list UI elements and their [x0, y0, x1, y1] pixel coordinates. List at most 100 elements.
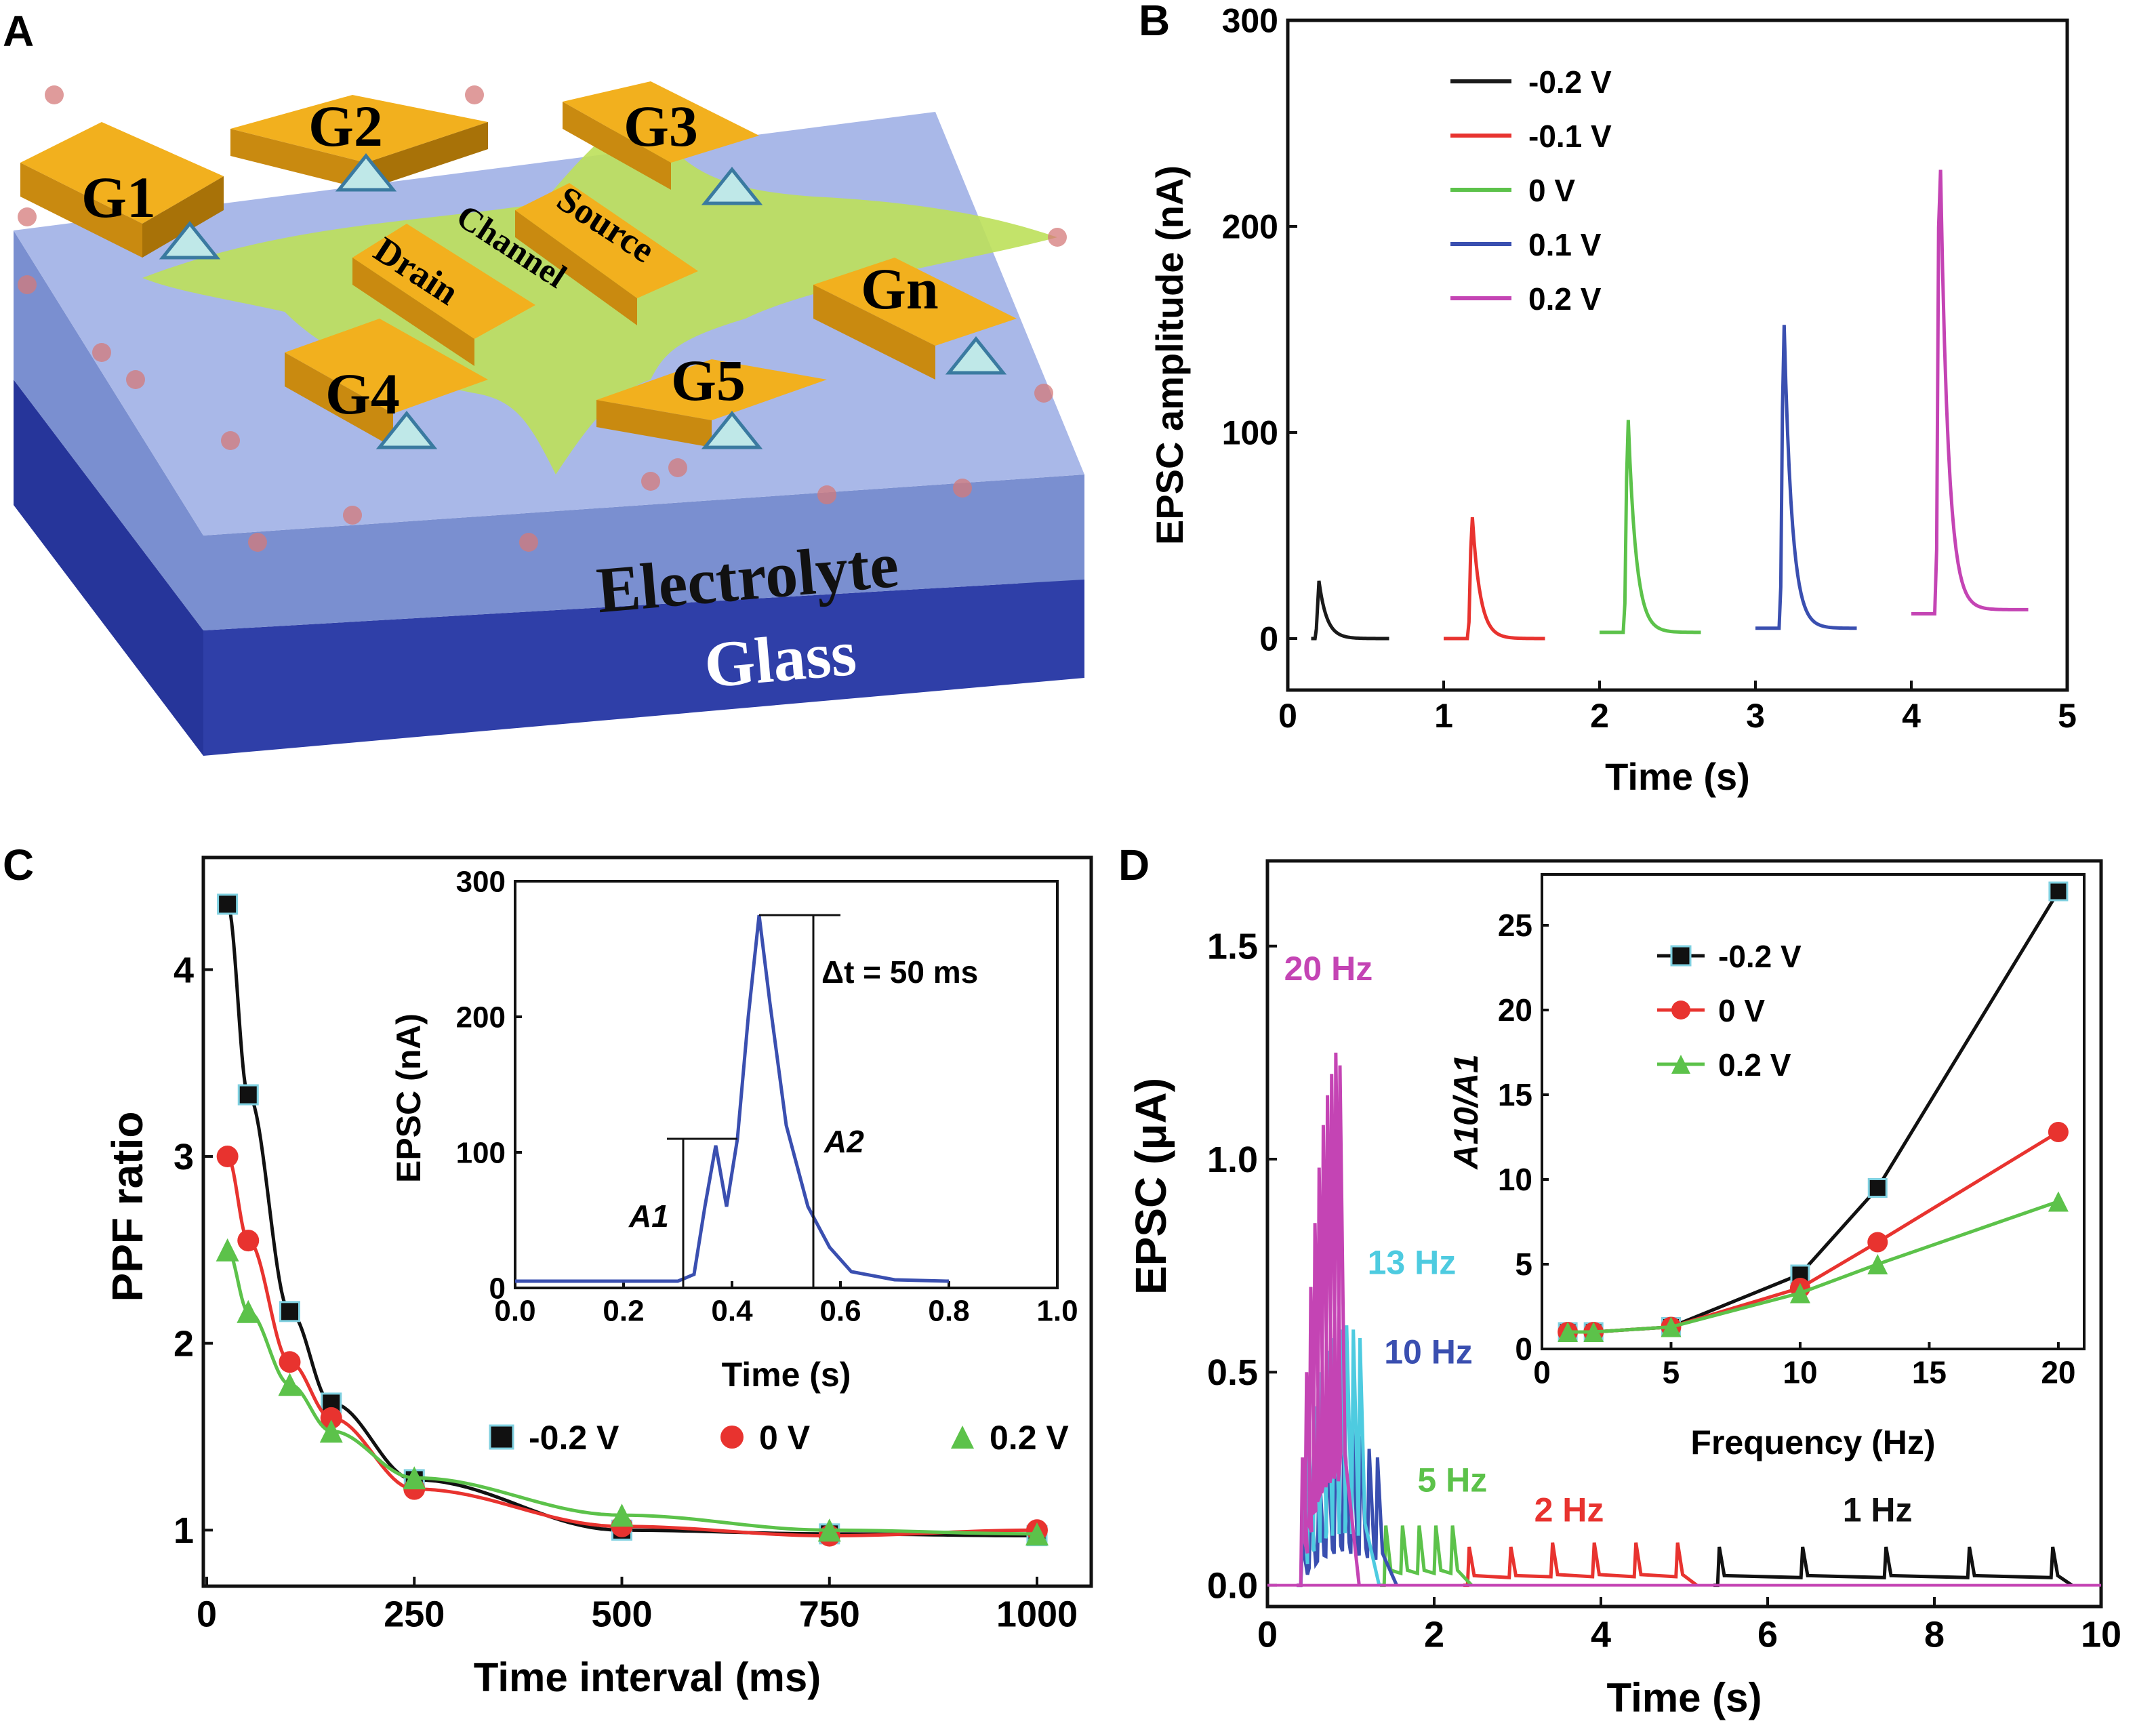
inset-epsc-trace: [515, 914, 950, 1283]
y-axis-b-tick-label: 300: [1222, 2, 1278, 40]
inset-point-circle: [2048, 1122, 2069, 1142]
y-axis-d-tick-label: 1.0: [1207, 1139, 1258, 1180]
neuron-icon: [701, 410, 763, 449]
inset-point-triangle: [1558, 1322, 1579, 1342]
gate-label-g5: G5: [671, 348, 746, 413]
ion-dot: [18, 207, 37, 226]
legend-c: -0.2 V 0 V 0.2 V: [489, 1419, 1069, 1457]
device-illustration: G1 G2 G3 Gn G4: [14, 81, 1084, 756]
legend-label-c: 0.2 V: [990, 1419, 1069, 1457]
y-axis-label-b: EPSC amplitude (nA): [1148, 165, 1191, 545]
ion-dot: [92, 343, 111, 362]
neuron-icons: [159, 153, 1007, 449]
neuron-icon: [375, 410, 438, 449]
ion-dot: [221, 431, 240, 450]
inset-y-axis-c-tick-label: 200: [456, 1001, 506, 1034]
series-line--0p2V: [1311, 580, 1389, 641]
x-axis-c-tick-label: 500: [591, 1594, 652, 1634]
x-axis-d-tick-label: 4: [1591, 1614, 1611, 1655]
ion-dot: [18, 275, 37, 294]
y-axis-d-tick-label: 0.0: [1207, 1565, 1258, 1606]
data-point-triangle: [278, 1373, 302, 1396]
y-axis-b-tick-label: 0: [1259, 620, 1278, 658]
frequency-label: 13 Hz: [1368, 1244, 1457, 1282]
data-marks-c: [216, 893, 1049, 1547]
ion-dot: [1048, 228, 1067, 247]
plot-frame-d: [1265, 859, 2103, 1609]
ion-dot: [953, 479, 972, 498]
frequency-label: 2 Hz: [1534, 1491, 1604, 1529]
series-line-0V: [1600, 420, 1701, 634]
x-axis-c-tick-label: 750: [799, 1594, 860, 1634]
inset-y-axis-label-d: A10/A1: [1447, 1054, 1485, 1171]
panel-label-a: A: [3, 7, 34, 56]
y-axis-c-tick-label: 3: [174, 1137, 194, 1177]
ion-dot: [45, 85, 64, 104]
inset-legend-label: 0.2 V: [1718, 1047, 1791, 1083]
inset-point-triangle: [1661, 1316, 1682, 1337]
data-point-triangle: [403, 1466, 426, 1490]
axis-ticks-b: 0 1 2 3 4 5 0 100 200 300: [1222, 2, 2077, 735]
x-axis-d-tick-label: 2: [1424, 1614, 1444, 1655]
inset-x-axis-d-tick-label: 5: [1663, 1355, 1680, 1390]
inset-y-axis-c-tick-label: 100: [456, 1136, 506, 1169]
inset-legend-d: -0.2 V 0 V 0.2 V: [1657, 939, 1802, 1083]
inset-x-axis-label-d: Frequency (Hz): [1690, 1424, 1935, 1461]
x-axis-label-b: Time (s): [1605, 755, 1750, 798]
ion-dot: [817, 485, 836, 504]
inset-legend-marker: [1671, 1055, 1690, 1074]
inset-y-axis-d-tick-label: 10: [1498, 1162, 1532, 1197]
x-axis-c-tick-label: 250: [384, 1594, 445, 1634]
y-axis-b-tick-label: 200: [1222, 208, 1278, 246]
pulse-train-20Hz: [1297, 1052, 1361, 1588]
pulse-train-2Hz: [1463, 1542, 1698, 1588]
inset-y-axis-c-tick-label: 300: [456, 865, 506, 898]
data-point-circle: [216, 1146, 239, 1168]
data-marks-d: [1267, 1052, 2101, 1588]
ion-dot: [343, 506, 362, 525]
inset-point-triangle: [2048, 1191, 2069, 1212]
inset-y-axis-d-tick-label: 15: [1498, 1077, 1532, 1112]
ion-dot: [1034, 384, 1053, 403]
x-axis-c-tick-label: 0: [197, 1594, 217, 1634]
inset-x-axis-c-tick-label: 1.0: [1036, 1294, 1078, 1327]
inset-legend-label: -0.2 V: [1718, 939, 1802, 974]
data-point-circle: [237, 1230, 260, 1252]
neuron-icon: [701, 166, 763, 205]
y-axis-d-tick-label: 0.5: [1207, 1352, 1258, 1393]
inset-point-triangle: [1867, 1254, 1888, 1274]
data-point-triangle: [216, 1238, 239, 1261]
data-marks-b: [1311, 169, 2029, 641]
x-axis-d-tick-label: 0: [1257, 1614, 1278, 1655]
panel-label-c: C: [3, 841, 34, 889]
neuron-icon: [335, 153, 397, 192]
legend-marker-c: [951, 1426, 974, 1449]
x-axis-b-tick-label: 5: [2058, 697, 2077, 735]
inset-y-axis-d-tick-label: 25: [1498, 908, 1532, 943]
inset-legend-label: 0 V: [1718, 993, 1765, 1028]
y-axis-c-tick-label: 2: [174, 1324, 194, 1365]
neuron-icon: [159, 220, 221, 260]
electrolyte-side: [14, 230, 1084, 630]
inset-x-axis-d-tick-label: 20: [2041, 1355, 2075, 1390]
inset-frame-c: [514, 880, 1059, 1289]
gate-label-g2: G2: [308, 94, 383, 159]
inset-point-square: [1867, 1178, 1888, 1198]
frequency-labels-d: 1 Hz 2 Hz 5 Hz 10 Hz 13 Hz 20 Hz: [1284, 950, 1913, 1529]
y-axis-label-c: PPF ratio: [103, 1112, 152, 1302]
legend-label-b: 0.1 V: [1528, 227, 1602, 262]
inset-x-axis-c-tick-label: 0.6: [819, 1294, 861, 1327]
legend-label-c: -0.2 V: [529, 1419, 619, 1457]
ion-dot: [668, 458, 687, 477]
gate-label-g3: G3: [624, 94, 698, 159]
gate-g3: G3: [563, 81, 759, 190]
drain-electrode: Drain: [352, 224, 535, 366]
inset-point-triangle: [1789, 1283, 1810, 1304]
gate-gn: Gn: [813, 256, 1017, 380]
legend-label-b: 0.2 V: [1528, 281, 1602, 317]
inset-x-axis-c-tick-label: 0.4: [711, 1294, 753, 1327]
data-point-circle: [279, 1351, 301, 1373]
ion-dot: [641, 472, 660, 491]
x-axis-c-tick-label: 1000: [996, 1594, 1078, 1634]
